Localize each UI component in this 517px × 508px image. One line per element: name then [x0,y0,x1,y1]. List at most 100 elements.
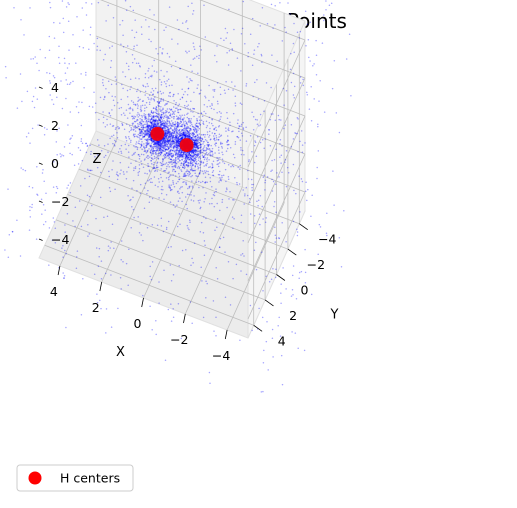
grid-point [193,133,195,135]
grid-point [181,138,183,140]
grid-point [194,149,197,151]
grid-point [211,118,213,120]
grid-point [220,142,222,145]
grid-point [174,138,177,141]
grid-point [173,134,175,137]
grid-point [32,95,35,98]
grid-point [186,164,188,167]
grid-point [49,80,51,82]
grid-point [218,136,220,138]
grid-point [172,154,175,157]
grid-point [229,304,232,306]
grid-point [227,128,229,131]
grid-point [188,152,191,155]
grid-point [182,131,185,133]
grid-point [168,121,171,123]
grid-point [177,137,179,139]
grid-point [160,122,163,124]
grid-point [208,202,211,205]
grid-point [225,150,228,152]
grid-point [183,114,186,116]
grid-point [180,116,182,118]
grid-point [233,199,235,201]
grid-point [67,184,70,187]
grid-point [120,43,122,46]
grid-point [242,121,244,124]
grid-point [186,134,188,137]
grid-point [65,6,68,8]
grid-point [192,151,195,154]
grid-point [198,133,201,135]
grid-point [188,171,190,173]
grid-point [178,141,180,144]
grid-point [189,150,192,153]
grid-point [189,135,191,138]
grid-point [165,26,167,29]
grid-point [131,61,134,64]
grid-point [147,163,149,165]
grid-point [194,142,197,144]
grid-point [212,96,215,98]
grid-point [299,82,302,84]
grid-point [278,316,280,319]
grid-point [306,23,309,26]
grid-point [217,165,220,168]
grid-point [31,127,34,130]
grid-point [144,138,146,141]
grid-point [105,20,107,22]
grid-point [166,137,168,139]
grid-point [181,114,183,117]
grid-point [160,123,163,125]
grid-point [182,135,184,138]
grid-point [226,147,229,150]
grid-point [157,166,159,169]
grid-point [85,142,87,145]
grid-point [44,56,47,59]
grid-point [323,111,326,113]
grid-point [204,97,207,99]
grid-point [195,129,197,131]
grid-point [218,246,221,248]
grid-point [141,104,144,107]
grid-point [192,155,195,157]
grid-point [122,34,124,36]
grid-point [184,131,186,134]
grid-point [192,13,194,15]
grid-point [326,212,328,215]
grid-point [139,134,141,137]
grid-point [151,329,153,331]
grid-point [182,133,184,136]
grid-point [172,273,175,276]
grid-point [254,141,257,144]
grid-point [163,115,165,117]
grid-point [216,226,218,228]
grid-point [105,332,107,334]
grid-point [240,214,243,217]
grid-point [61,107,64,110]
grid-point [218,162,221,164]
grid-point [141,114,143,117]
grid-point [210,122,213,125]
grid-point [185,154,188,157]
grid-point [54,241,57,244]
grid-point [185,160,188,163]
grid-point [209,150,212,152]
grid-point [116,137,119,139]
grid-point [175,156,177,159]
grid-point [165,110,167,112]
grid-point [159,114,161,117]
grid-point [186,135,188,137]
grid-point [152,107,155,109]
grid-point [197,136,199,139]
grid-point [219,135,222,137]
grid-point [279,139,282,141]
grid-point [207,145,210,147]
grid-point [171,113,174,116]
grid-point [150,149,152,152]
grid-point [52,186,55,188]
grid-point [147,70,149,72]
grid-point [273,201,276,203]
grid-point [72,33,74,36]
grid-point [141,100,144,103]
grid-point [176,152,178,155]
